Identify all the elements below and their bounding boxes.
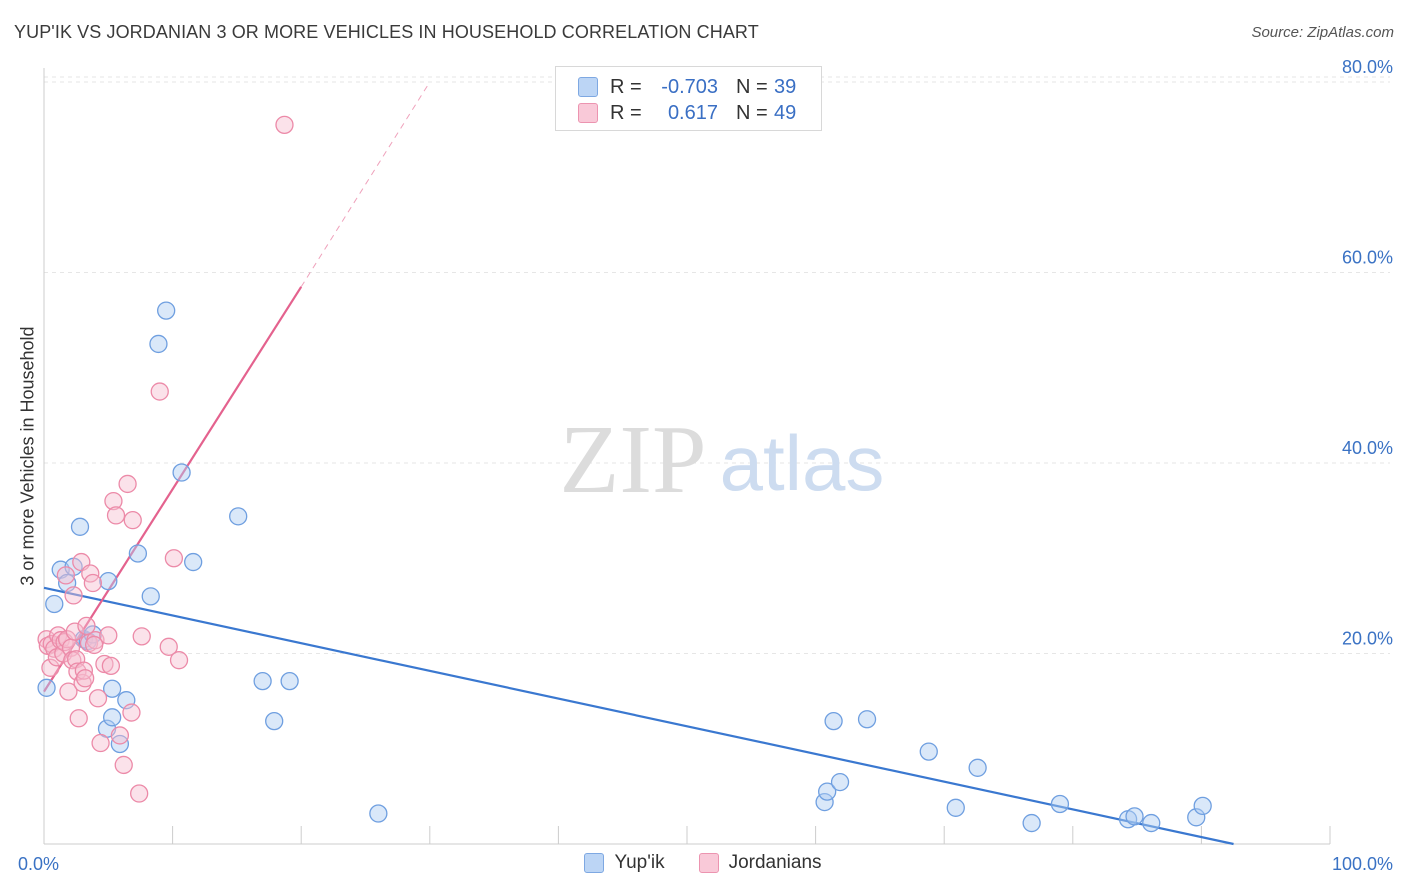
series-legend-jordanians[interactable]: Jordanians [698, 852, 822, 874]
legend-row-jordanians: R = 0.617 N = 49 [578, 101, 796, 125]
y-tick-label: 60.0% [1342, 248, 1393, 268]
jordanian-point [106, 506, 126, 525]
y-tick-label: 40.0% [1342, 438, 1393, 458]
legend-row-yupik: R = -0.703 N = 39 [578, 75, 796, 99]
jordanian-point [74, 661, 94, 680]
jordanian-point [130, 784, 149, 803]
yupik-point [253, 671, 272, 691]
jordanian-point [88, 689, 108, 708]
yupik-point [1022, 813, 1041, 833]
legend-r-value: -0.703 [661, 75, 718, 98]
watermark-atlas: atlas [720, 419, 885, 507]
legend-r-label: R = [610, 75, 642, 98]
series-name-jordanians: Jordanians [728, 852, 822, 873]
legend-n-value: 49 [774, 101, 797, 124]
jordanian-point [99, 626, 118, 645]
correlation-legend: R = -0.703 N = 39 R = 0.617 N = 49 [555, 66, 822, 131]
yupik-point [946, 798, 965, 817]
jordanian-trend-extension [300, 81, 431, 288]
legend-n-label: N = [736, 75, 768, 98]
jordanian-point [95, 654, 114, 674]
yupik-point [149, 334, 168, 354]
y-tick-label: 80.0% [1342, 57, 1393, 77]
yupik-point [818, 782, 837, 801]
jordanian-point [110, 726, 130, 745]
yupik-point [37, 678, 56, 697]
source-label: Source: ZipAtlas.com [1251, 24, 1394, 41]
jordanian-point [57, 630, 77, 649]
jordanian-point [114, 755, 133, 775]
yupik-point [103, 708, 122, 727]
x-tick-label: 100.0% [1332, 854, 1393, 874]
jordanian-point [56, 566, 76, 585]
series-legend: Yup'ik Jordanians [0, 852, 1406, 874]
yupik-point [172, 463, 191, 482]
jordanian-point [123, 511, 142, 530]
yupik-trend-line [43, 586, 1234, 846]
legend-r-value: 0.617 [667, 101, 718, 124]
yupik-point [157, 301, 176, 320]
legend-n-value: 39 [774, 75, 797, 98]
jordanian-point [164, 549, 184, 568]
yupik-point [45, 594, 64, 614]
jordanian-point [41, 658, 60, 677]
yupik-point [1050, 794, 1070, 814]
yupik-point [824, 711, 843, 731]
jordanian-point [169, 651, 189, 670]
legend-swatch-jordanians [578, 103, 598, 123]
series-swatch-yupik [584, 853, 605, 873]
yupik-point [968, 758, 987, 777]
jordanian-point [85, 635, 104, 655]
jordanian-point [91, 733, 110, 753]
y-tick-label: 20.0% [1342, 629, 1393, 649]
series-name-yupik: Yup'ik [614, 852, 665, 873]
jordanian-point [65, 622, 85, 641]
yupik-point [369, 804, 388, 823]
jordanian-point [101, 656, 121, 676]
jordanian-point [59, 682, 78, 701]
jordanian-point [132, 627, 151, 646]
yupik-point [1187, 808, 1206, 827]
jordanian-point [104, 491, 123, 511]
jordanian-trend-line [43, 286, 303, 693]
yupik-point [265, 711, 284, 731]
jordanian-point [69, 709, 88, 728]
jordanian-point [275, 115, 294, 135]
jordanian-point [150, 382, 169, 401]
yupik-point [830, 772, 850, 792]
jordanian-point [122, 703, 141, 722]
jordanian-point [159, 637, 178, 656]
yupik-point [128, 544, 148, 563]
jordanian-point [76, 669, 95, 688]
legend-r-label: R = [610, 101, 642, 124]
jordanian-point [83, 573, 103, 593]
yupik-point [815, 792, 834, 812]
yupik-point [229, 507, 248, 526]
yupik-point [919, 742, 938, 761]
yupik-point [1193, 796, 1212, 816]
legend-swatch-yupik [578, 77, 598, 97]
watermark-zip: ZIP [560, 406, 707, 514]
yupik-point [184, 552, 203, 572]
legend-n-label: N = [736, 101, 768, 124]
x-tick-label: 0.0% [18, 854, 59, 874]
chart-title: YUP'IK VS JORDANIAN 3 OR MORE VEHICLES I… [14, 22, 759, 42]
yupik-point [103, 679, 122, 698]
yupik-point [70, 517, 90, 536]
jordanian-point [64, 586, 83, 605]
yupik-point [1125, 807, 1144, 826]
yupik-point [99, 571, 118, 591]
yupik-point [857, 710, 877, 729]
series-swatch-jordanians [698, 853, 719, 873]
yupik-point [280, 671, 299, 691]
yupik-point [1142, 813, 1161, 833]
yupik-point [141, 587, 160, 606]
series-legend-yupik[interactable]: Yup'ik [584, 852, 665, 874]
jordanian-point [118, 474, 137, 494]
